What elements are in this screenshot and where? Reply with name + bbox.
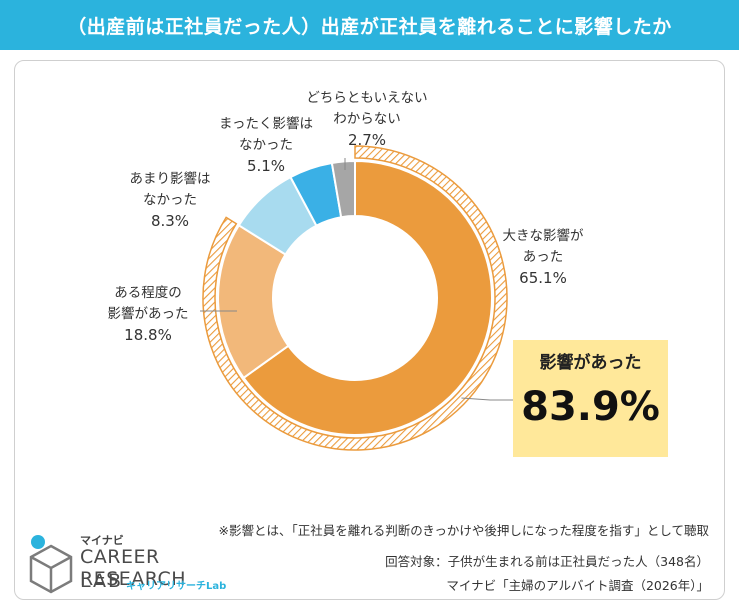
- slice-label-1: 大きな影響が: [503, 227, 584, 244]
- slice-label-2: ある程度の: [114, 285, 182, 301]
- slice-label-4: まったく影響は: [219, 115, 313, 132]
- slice-label-5: どちらともいえない: [306, 90, 427, 106]
- highlight-label: 影響があった: [539, 353, 642, 373]
- chart-title: （出産前は正社員だった人）出産が正社員を離れることに影響したか: [0, 0, 739, 50]
- slice-label-5: わからない: [333, 111, 401, 127]
- slice-value-2: 18.8%: [124, 326, 172, 344]
- slice-value-4: 5.1%: [247, 157, 285, 175]
- logo-line2: LAB: [80, 570, 124, 592]
- slice-label-2: 影響があった: [108, 305, 189, 322]
- slice-value-1: 65.1%: [519, 269, 567, 287]
- logo-cube-icon: [29, 535, 73, 594]
- slice-value-5: 2.7%: [348, 131, 386, 149]
- slice-value-3: 8.3%: [151, 212, 189, 230]
- slice-label-4: なかった: [239, 137, 293, 153]
- slice-label-1: あった: [523, 249, 564, 265]
- highlight-leader-line: [461, 397, 513, 401]
- highlight-arc: [202, 145, 508, 451]
- slice-label-3: なかった: [143, 192, 197, 208]
- donut-slice-5: [330, 159, 356, 219]
- logo-sub: キャリアリサーチLab: [126, 581, 227, 592]
- logo-line1: CAREER RESEARCH: [80, 546, 187, 590]
- logo-brand: マイナビ: [80, 534, 124, 547]
- highlight-callout: 影響があった 83.9%: [513, 340, 668, 457]
- donut-slice-1: [242, 159, 493, 436]
- career-research-lab-logo: マイナビ CAREER RESEARCH LAB キャリアリサーチLab: [28, 528, 268, 598]
- highlight-value: 83.9%: [521, 384, 660, 430]
- source-note: マイナビ「主婦のアルバイト調査（2026年）」: [446, 578, 709, 593]
- respondents-note: 回答対象：子供が生まれる前は正社員だった人（348名）: [385, 554, 709, 569]
- slice-label-3: あまり影響は: [130, 170, 211, 187]
- footnote: ※影響とは、「正社員を離れる判断のきっかけや後押しになった程度を指す」として聴取: [218, 523, 709, 538]
